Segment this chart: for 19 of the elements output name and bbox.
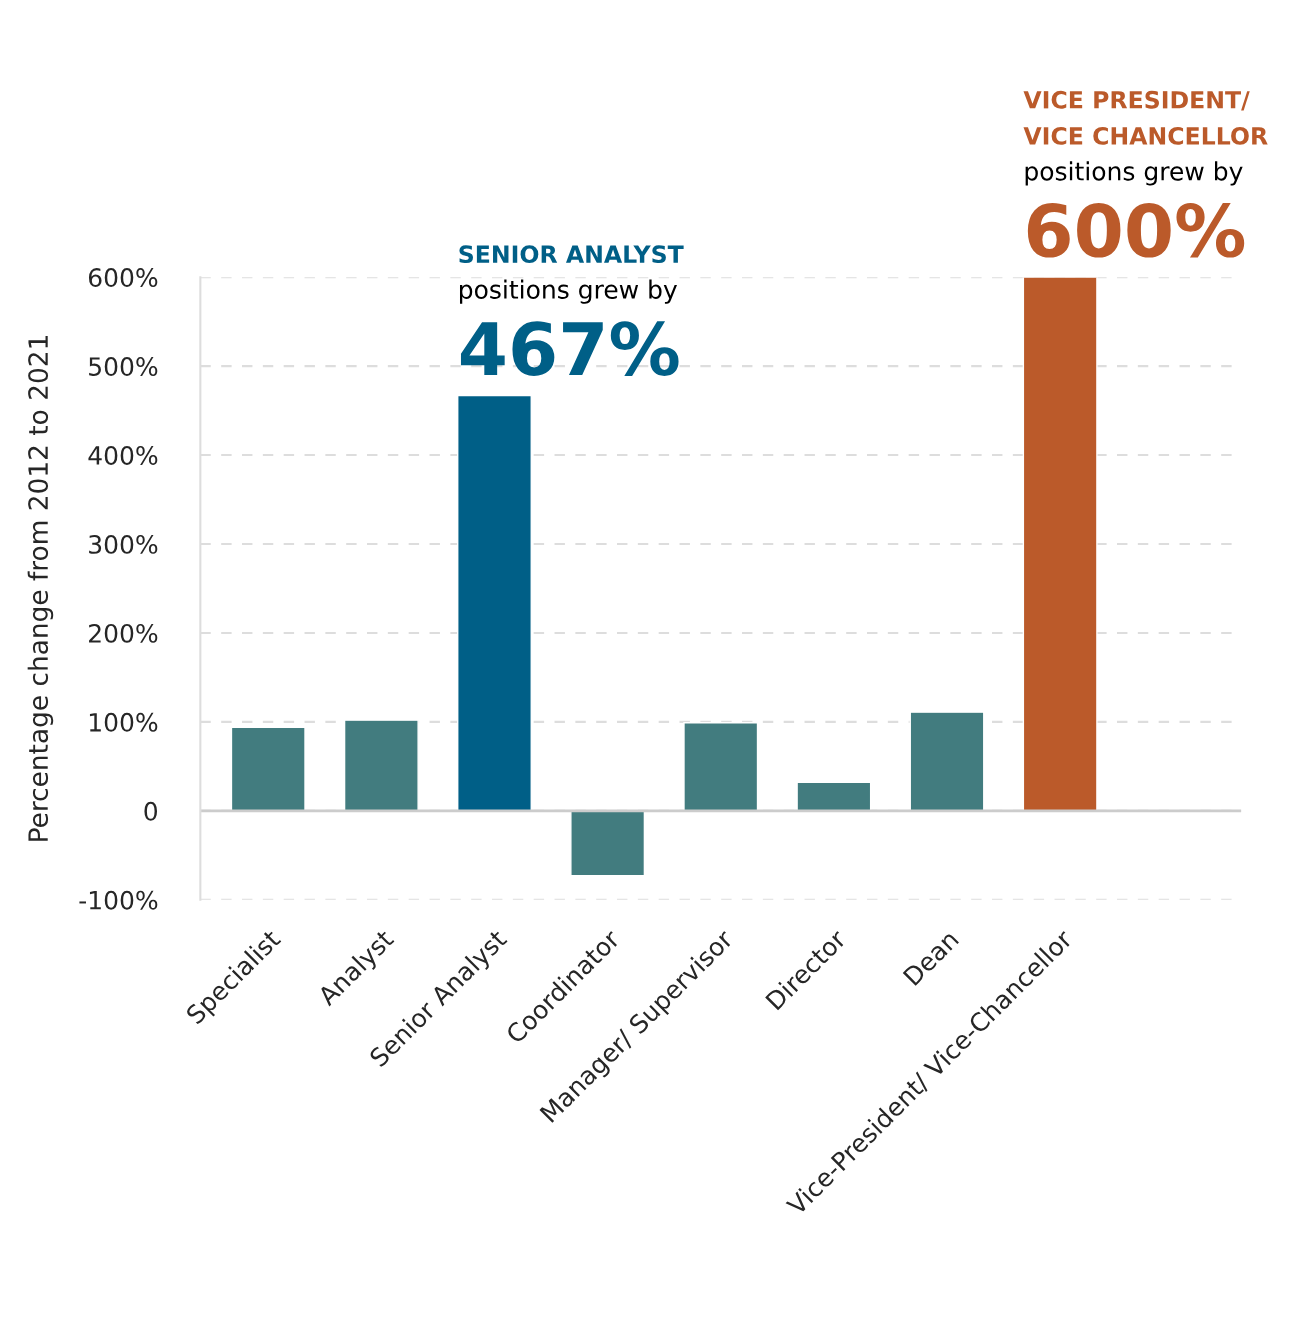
- y-tick-label: 100%: [89, 712, 158, 732]
- bar: [683, 722, 759, 812]
- bar: [570, 810, 646, 877]
- y-tick-label: 0: [144, 801, 158, 821]
- bar: [457, 394, 532, 812]
- bar: [230, 726, 306, 812]
- bar: [343, 719, 419, 812]
- y-tick-label: 200%: [89, 623, 158, 643]
- y-tick-label: 600%: [88, 268, 158, 288]
- bar: [796, 781, 872, 812]
- bar: [909, 711, 985, 812]
- y-tick-label: -100%: [79, 890, 158, 910]
- y-tick-label: 400%: [88, 446, 158, 465]
- annotation: SENIOR ANALYST positions grew by 467%: [459, 245, 684, 376]
- annotation: VICE PRESIDENT/ VICE CHANCELLOR positions grew by 600%: [1023, 90, 1268, 258]
- y-axis-title: Percentage change from 2012 to 2021: [27, 336, 54, 841]
- y-tick-label: 300%: [89, 534, 158, 554]
- bar: [1022, 277, 1098, 812]
- y-tick-label: 500%: [89, 357, 158, 376]
